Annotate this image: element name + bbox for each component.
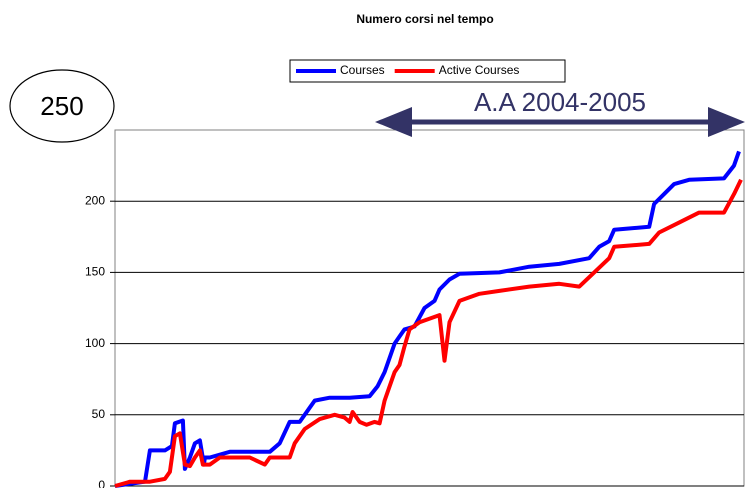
arrow-head xyxy=(708,107,745,137)
legend-label: Courses xyxy=(340,63,385,77)
annotation: A.A 2004-2005 xyxy=(474,87,646,117)
annotation: 250 xyxy=(40,91,83,121)
circle xyxy=(9,69,115,143)
plot-area xyxy=(114,129,745,487)
y-tick-label: 150 xyxy=(85,265,105,279)
y-tick-label: 0 xyxy=(98,478,105,488)
line xyxy=(114,178,743,488)
y-tick-label: 200 xyxy=(85,193,105,207)
chart-title: Numero corsi nel tempo xyxy=(356,12,493,26)
y-tick-label: 100 xyxy=(85,336,105,350)
legend-label: Active Courses xyxy=(439,63,520,77)
line xyxy=(114,150,741,488)
y-tick-label: 50 xyxy=(92,407,106,421)
arrow-head xyxy=(375,107,412,137)
